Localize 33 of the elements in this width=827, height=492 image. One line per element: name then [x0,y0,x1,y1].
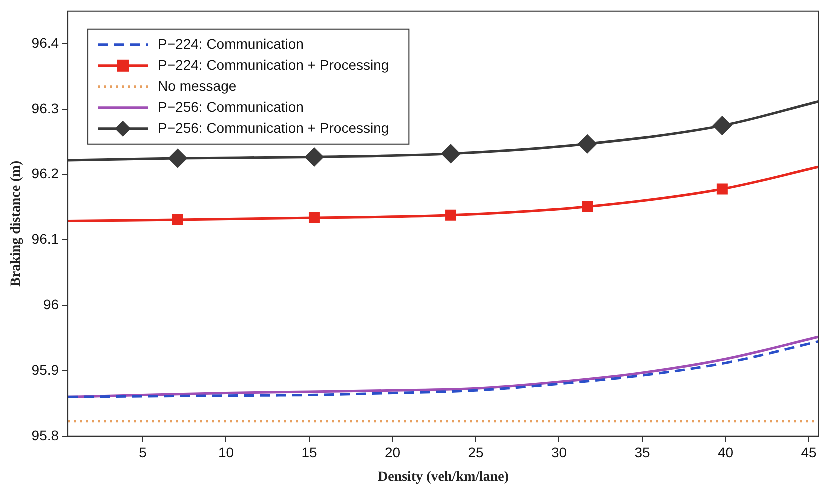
y-tick-label: 96 [43,296,60,312]
point [442,144,460,164]
point [308,212,320,224]
x-tick-label: 15 [302,444,318,461]
y-tick-label: 95.8 [32,427,60,444]
x-tick-label: 45 [801,444,818,461]
point [446,210,457,221]
x-tick-label: 5 [139,444,148,461]
legend-label: P−256: Communication + Processing [158,120,390,136]
y-tick-label: 96.1 [32,231,60,248]
x-axis-title: Density (veh/km/lane) [378,470,510,486]
point [168,149,188,168]
legend-label: No message [158,78,237,94]
point [172,214,184,226]
y-tick-label: 96.4 [32,34,60,51]
y-tick-label: 96.2 [32,166,60,182]
point [582,201,594,212]
point [713,116,732,136]
y-tick-label: 95.9 [32,362,60,378]
legend-label: P−224: Communication + Processing [158,56,390,73]
y-tick-label: 96.3 [32,100,60,116]
x-tick-label: 35 [634,444,650,461]
x-tick-label: 40 [718,444,734,461]
y-axis-title: Braking distance (m) [9,160,24,287]
point [578,134,597,154]
point [716,184,728,195]
x-tick-label: 10 [218,444,234,461]
x-tick-label: 30 [551,444,568,461]
legend-label: P−224: Communication [158,36,304,52]
point [305,148,324,166]
x-tick-label: 25 [468,444,484,461]
x-tick-label: 20 [384,444,401,461]
legend-label: P−256: Communication [158,98,304,115]
